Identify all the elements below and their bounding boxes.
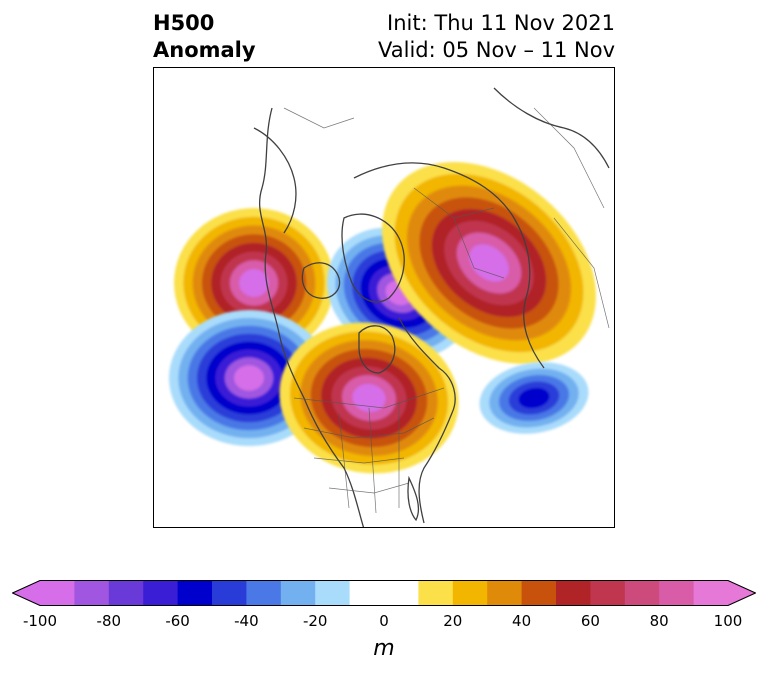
coastline-alaska xyxy=(253,127,297,234)
colorbar-tick-label: -80 xyxy=(96,612,122,630)
map-title-line1: H500 xyxy=(153,11,215,35)
coastlines xyxy=(253,87,610,527)
init-date-label: Init: Thu 11 Nov 2021 xyxy=(387,11,615,35)
map-subtitle: Init: Thu 11 Nov 2021 Valid: 05 Nov – 11… xyxy=(378,10,615,64)
colorbar-cell xyxy=(590,580,626,606)
anomaly-contour-band xyxy=(469,244,509,282)
border-line xyxy=(533,107,605,209)
border-line xyxy=(283,107,355,129)
border-line xyxy=(293,387,445,409)
colorbar-extend-low xyxy=(12,580,40,606)
border-line xyxy=(303,417,435,439)
colorbar-tick-label: -20 xyxy=(302,612,328,630)
coastline-hudson-bay xyxy=(358,325,396,374)
colorbar-outline xyxy=(12,580,756,606)
colorbar-extend-high xyxy=(728,580,756,606)
anomaly-center xyxy=(279,322,459,474)
colorbar-tick-label: 0 xyxy=(379,612,389,630)
colorbar-tick-label: 60 xyxy=(580,612,600,630)
coastline-north-america-east xyxy=(398,317,456,524)
colorbar-cell xyxy=(246,580,282,606)
anomaly-contour-band xyxy=(518,387,550,409)
coastline-arctic-archipelago xyxy=(301,262,341,299)
colorbar-unit-label: m xyxy=(373,636,395,661)
political-borders xyxy=(283,107,610,514)
anomaly-center xyxy=(327,227,471,359)
border-line xyxy=(553,217,610,329)
colorbar-cell xyxy=(349,580,385,606)
valid-range-label: Valid: 05 Nov – 11 Nov xyxy=(378,38,615,62)
colorbar-cells xyxy=(12,580,756,606)
map-title-line2: Anomaly xyxy=(153,38,256,62)
colorbar-tick-label: -40 xyxy=(234,612,259,630)
colorbar-cell xyxy=(108,580,144,606)
border-line xyxy=(368,407,377,514)
colorbar-cell xyxy=(384,580,419,606)
colorbar-cell xyxy=(212,580,247,606)
colorbar xyxy=(12,580,756,606)
colorbar-cell xyxy=(659,580,695,606)
anomaly-center xyxy=(479,362,589,434)
coastline-eurasia xyxy=(353,162,545,369)
colorbar-tick-label: 20 xyxy=(443,612,463,630)
map-title: H500 Anomaly xyxy=(153,10,256,64)
colorbar-cell xyxy=(74,580,110,606)
border-line xyxy=(453,217,505,279)
colorbar-cell xyxy=(693,580,729,606)
colorbar-cell xyxy=(487,580,523,606)
colorbar-cell xyxy=(624,580,660,606)
coastline-florida xyxy=(407,475,420,522)
border-line xyxy=(328,482,410,494)
colorbar-cell xyxy=(280,580,316,606)
anomaly-contour-band xyxy=(352,383,386,413)
coastline-asia-east xyxy=(493,87,610,169)
anomaly-contour-band xyxy=(239,269,269,297)
colorbar-cell xyxy=(521,580,557,606)
coastline-greenland xyxy=(341,213,405,303)
anomaly-center xyxy=(382,162,596,364)
colorbar-tick-label: 80 xyxy=(649,612,669,630)
anomaly-contour-band xyxy=(234,365,264,391)
border-line xyxy=(338,412,350,509)
colorbar-tick-label: 100 xyxy=(713,612,743,630)
colorbar-cell xyxy=(452,580,488,606)
border-line xyxy=(313,457,405,464)
colorbar-cell xyxy=(418,580,454,606)
colorbar-tick-label: -60 xyxy=(165,612,190,630)
colorbar-tick-label: 40 xyxy=(512,612,532,630)
anomaly-map-canvas xyxy=(169,87,610,527)
coastline-north-america-west xyxy=(258,107,365,527)
colorbar-cell xyxy=(315,580,351,606)
colorbar-tick-labels: -100 -80 -60 -40 -20 0 20 40 60 80 100 xyxy=(0,612,768,632)
colorbar-cell xyxy=(177,580,213,606)
anomaly-map xyxy=(153,67,615,528)
colorbar-cell xyxy=(40,580,75,606)
colorbar-cell xyxy=(556,580,591,606)
colorbar-tick-label: -100 xyxy=(22,612,58,630)
colorbar-cell xyxy=(143,580,179,606)
anomaly-contours xyxy=(169,162,596,474)
